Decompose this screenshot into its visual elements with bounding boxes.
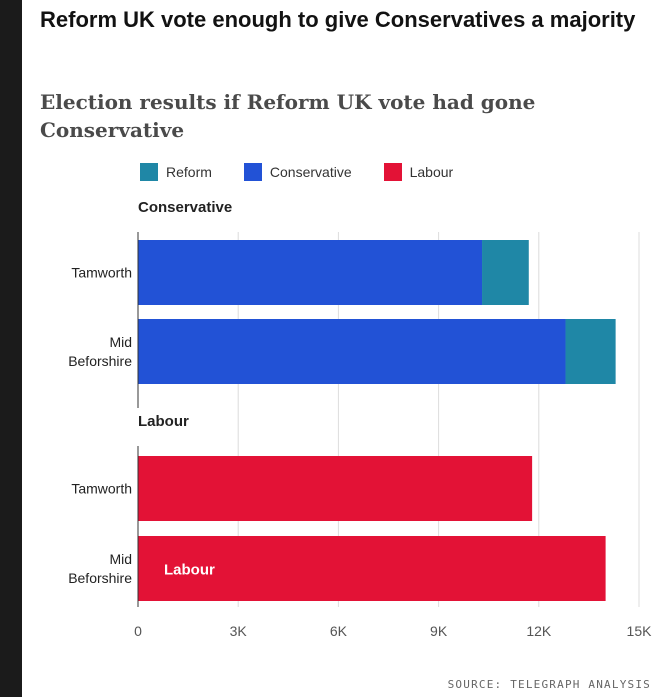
- bar-segment: [138, 240, 483, 305]
- bar-segment: [482, 240, 529, 305]
- source-note: SOURCE: TELEGRAPH ANALYSIS: [447, 678, 651, 691]
- chart-legend: Reform Conservative Labour: [140, 161, 485, 183]
- legend-label-reform: Reform: [166, 164, 212, 180]
- x-tick-label: 12K: [526, 623, 552, 639]
- x-tick-label: 6K: [330, 623, 348, 639]
- chart-card: Reform UK vote enough to give Conservati…: [22, 0, 659, 697]
- bar-inner-label: Labour: [164, 562, 215, 579]
- chart-title: Reform UK vote enough to give Conservati…: [40, 7, 636, 32]
- row-label: Tamworth: [71, 265, 132, 281]
- row-label: Mid: [109, 334, 132, 350]
- legend-swatch-reform: [140, 163, 158, 181]
- row-label: Beforshire: [68, 570, 132, 586]
- chart-plot-area: Conservative Tamworth Mid Beforshire Labour T…: [68, 199, 653, 639]
- bar-segment: [565, 319, 616, 384]
- chart-subtitle: Election results if Reform UK vote had g…: [40, 90, 536, 142]
- row-label: Mid: [109, 551, 132, 567]
- legend-label-labour: Labour: [409, 164, 454, 180]
- row-label: Tamworth: [71, 481, 132, 497]
- x-tick-label: 0: [134, 623, 142, 639]
- legend-item-labour: Labour: [383, 163, 454, 181]
- group-label: Conservative: [138, 199, 232, 216]
- bar-segment: [138, 456, 533, 521]
- legend-label-conservative: Conservative: [269, 164, 352, 180]
- bar-segment: [138, 319, 566, 384]
- x-tick-label: 3K: [230, 623, 248, 639]
- x-tick-label: 9K: [430, 623, 448, 639]
- legend-item-conservative: Conservative: [243, 163, 352, 181]
- row-label: Beforshire: [68, 353, 132, 369]
- legend-swatch-labour: [383, 163, 402, 181]
- legend-item-reform: Reform: [140, 163, 212, 181]
- bar-segment: [138, 536, 606, 601]
- legend-swatch-conservative: [243, 163, 262, 181]
- x-tick-label: 15K: [627, 623, 653, 639]
- group-label: Labour: [138, 413, 189, 430]
